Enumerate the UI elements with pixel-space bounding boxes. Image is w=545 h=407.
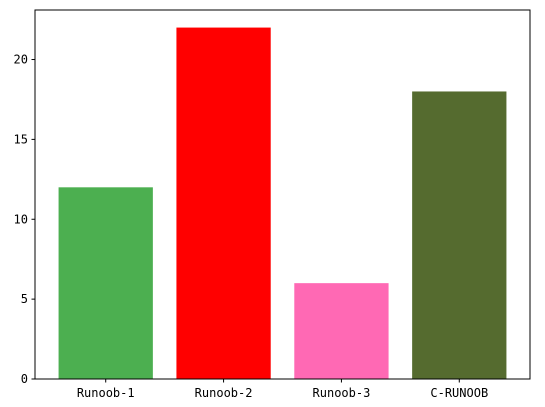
y-axis: 0 5 10 15 20 — [14, 53, 35, 386]
y-tick-label: 0 — [21, 372, 28, 386]
plot-frame — [34, 9, 531, 380]
y-tick-label: 10 — [14, 212, 28, 226]
x-tick-label: C-RUNOOB — [430, 386, 488, 400]
y-tick-label: 5 — [21, 292, 28, 306]
x-tick-label: Runoob-2 — [195, 386, 253, 400]
x-tick-label: Runoob-1 — [77, 386, 135, 400]
bar-0 — [58, 187, 153, 379]
x-tick-label: Runoob-3 — [313, 386, 371, 400]
bar-3 — [412, 91, 507, 379]
y-tick-label: 20 — [14, 53, 28, 67]
x-axis: Runoob-1 Runoob-2 Runoob-3 C-RUNOOB — [77, 379, 488, 400]
bar-1 — [176, 27, 271, 379]
bars-layer — [58, 27, 507, 379]
y-tick-label: 15 — [14, 132, 28, 146]
bar-2 — [294, 283, 389, 379]
